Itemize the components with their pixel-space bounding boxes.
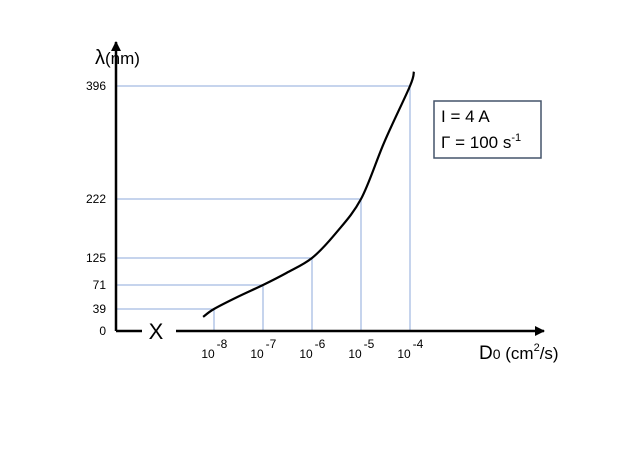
x-axis-subscript: 0 — [493, 346, 501, 362]
legend-gamma-symbol: Γ — [441, 133, 450, 152]
y-axis-title: λ(nm) — [95, 47, 140, 69]
reference-lines — [116, 85, 411, 331]
legend-rate-text: = 100 s — [450, 133, 511, 152]
y-axis-unit: (nm) — [105, 49, 140, 68]
legend-line-current: I = 4 A — [441, 107, 490, 126]
legend-frame — [433, 100, 542, 159]
x-tick-base: 10 — [201, 347, 215, 361]
x-tick-label: 10-5 — [348, 337, 374, 361]
x-marker-label: X — [149, 319, 164, 344]
y-axis-symbol: λ — [95, 47, 105, 69]
x-tick-exponent: -8 — [217, 337, 228, 351]
x-tick-label: 10-8 — [201, 337, 227, 361]
x-tick-label: 10-6 — [299, 337, 325, 361]
y-tick-labels: 0 39 71 125 222 396 — [86, 79, 106, 338]
y-tick-label: 222 — [86, 192, 106, 206]
x-axis-symbol: D — [479, 343, 493, 364]
axis-gap — [142, 322, 176, 340]
legend-box: I = 4 A Γ = 100 s-1 — [433, 100, 542, 159]
y-tick-label: 0 — [99, 324, 106, 338]
y-tick-label: 71 — [93, 278, 107, 292]
x-tick-exponent: -6 — [315, 337, 326, 351]
y-tick-label: 125 — [86, 251, 106, 265]
legend-rate-sup: -1 — [511, 132, 521, 144]
x-axis-unit-open: (cm — [501, 344, 534, 363]
x-axis-unit-sup: 2 — [534, 342, 540, 354]
x-tick-exponent: -4 — [413, 337, 424, 351]
x-tick-base: 10 — [250, 347, 264, 361]
x-axis-unit-close: /s) — [540, 344, 559, 363]
x-tick-label: 10-4 — [397, 337, 423, 361]
series-curve — [202, 71, 415, 318]
x-tick-exponent: -5 — [364, 337, 375, 351]
x-tick-base: 10 — [299, 347, 313, 361]
x-tick-base: 10 — [397, 347, 411, 361]
x-tick-labels: 10-810-710-610-510-4 — [201, 337, 423, 361]
y-tick-label: 396 — [86, 79, 106, 93]
legend-line-rate: Γ = 100 s-1 — [441, 132, 521, 152]
x-tick-label: 10-7 — [250, 337, 276, 361]
x-axis-title: D0 (cm2/s) — [479, 342, 559, 364]
x-tick-base: 10 — [348, 347, 362, 361]
y-tick-label: 39 — [93, 302, 107, 316]
x-tick-exponent: -7 — [266, 337, 277, 351]
